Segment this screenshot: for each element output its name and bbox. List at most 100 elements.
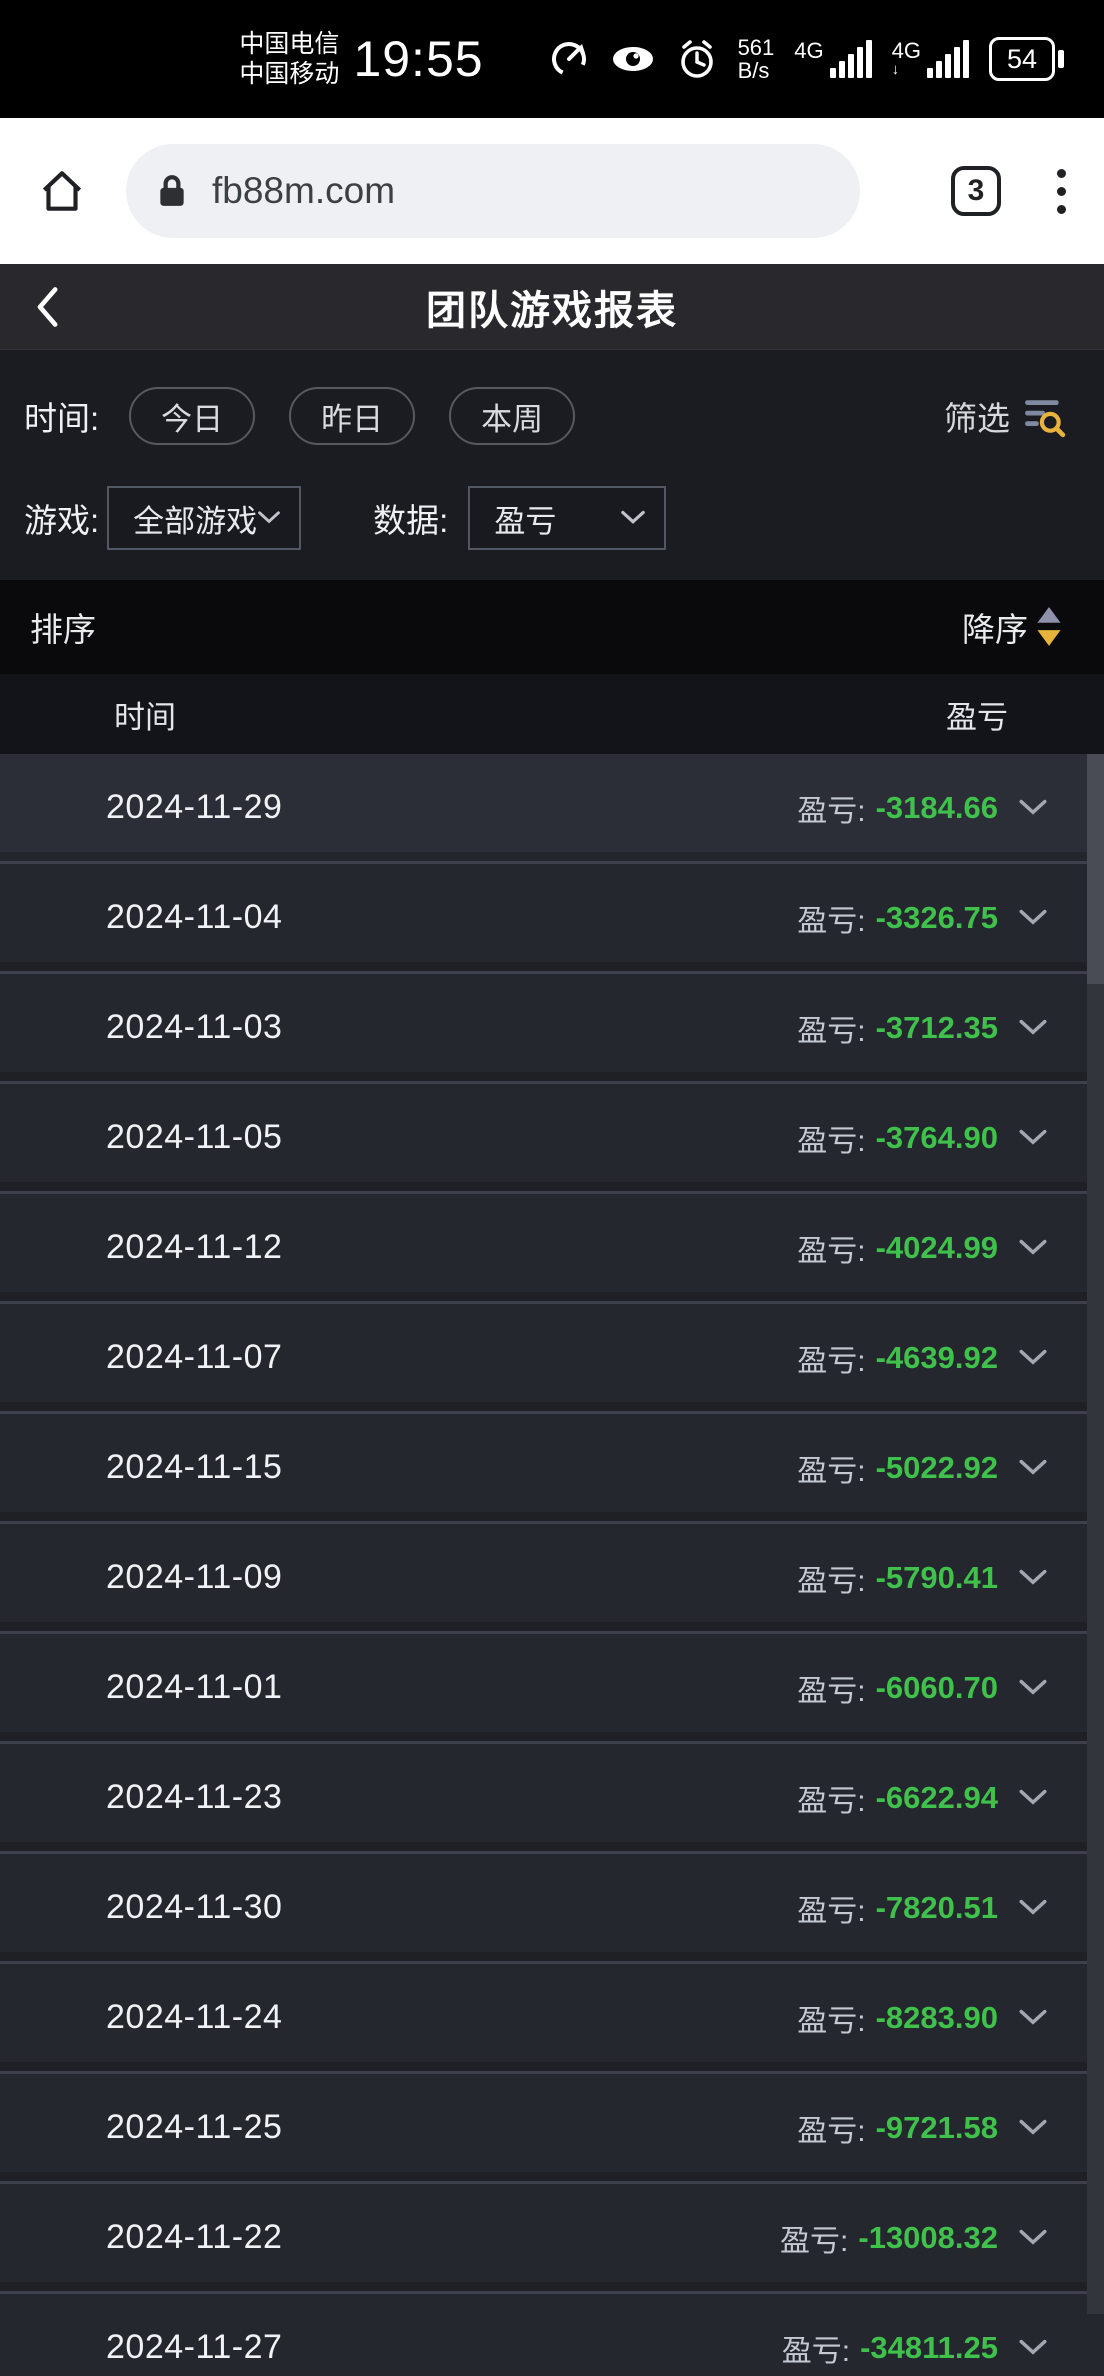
- data-filter-label: 数据:: [373, 502, 449, 539]
- table-row[interactable]: 2024-11-30 盈亏: -7820.51: [0, 1854, 1104, 1964]
- sort-order-label: 降序: [962, 611, 1028, 648]
- filter-button[interactable]: 筛选: [944, 392, 1066, 440]
- status-bar: 中国电信 中国移动 19:55 561 B/s 4G: [0, 0, 1104, 118]
- time-option-today[interactable]: 今日: [129, 387, 256, 445]
- row-value-label: 盈亏:: [797, 1234, 866, 1268]
- time-option-thisweek[interactable]: 本周: [449, 387, 576, 445]
- row-value: -3764.90: [875, 1119, 998, 1155]
- row-value: -13008.32: [858, 2219, 998, 2255]
- table-row[interactable]: 2024-11-12 盈亏: -4024.99: [0, 1194, 1104, 1304]
- chevron-down-icon[interactable]: [1018, 1239, 1048, 1257]
- tab-switcher-button[interactable]: 3: [951, 166, 1001, 216]
- carrier-labels: 中国电信 中国移动: [239, 29, 339, 89]
- chevron-down-icon[interactable]: [1018, 2339, 1048, 2357]
- chevron-down-icon[interactable]: [1018, 799, 1048, 817]
- chevron-down-icon[interactable]: [1018, 1789, 1048, 1807]
- battery-cap-icon: [1058, 50, 1064, 68]
- filter-section: 时间: 今日 昨日 本周 筛选 游戏: 全部游戏 数据: 盈亏: [0, 350, 1104, 580]
- row-value-label: 盈亏:: [797, 794, 866, 828]
- row-value: -3326.75: [875, 899, 998, 935]
- chevron-down-icon[interactable]: [1018, 1459, 1048, 1477]
- table-row[interactable]: 2024-11-15 盈亏: -5022.92: [0, 1414, 1104, 1524]
- row-date: 2024-11-25: [106, 2108, 283, 2146]
- address-bar[interactable]: fb88m.com: [126, 144, 860, 238]
- signal-bars-icon: [829, 40, 872, 78]
- table-row[interactable]: 2024-11-07 盈亏: -4639.92: [0, 1304, 1104, 1414]
- sort-label: 排序: [30, 611, 96, 648]
- chevron-down-icon[interactable]: [1018, 909, 1048, 927]
- table-header: 时间 盈亏: [0, 674, 1104, 754]
- row-date: 2024-11-03: [106, 1008, 283, 1046]
- chevron-down-icon[interactable]: [1018, 1899, 1048, 1917]
- chevron-down-icon[interactable]: [1018, 1679, 1048, 1697]
- chevron-down-icon[interactable]: [1018, 1349, 1048, 1367]
- table-row[interactable]: 2024-11-22 盈亏: -13008.32: [0, 2184, 1104, 2294]
- row-value-label: 盈亏:: [797, 2004, 866, 2038]
- alarm-clock-icon: [680, 40, 713, 78]
- carrier-1: 中国电信: [239, 30, 340, 58]
- row-value: -3712.35: [875, 1009, 998, 1045]
- chevron-down-icon: [621, 510, 646, 524]
- chevron-down-icon[interactable]: [1018, 1569, 1048, 1587]
- updown-arrow-icon: ↓: [891, 61, 900, 78]
- data-dropdown-value: 盈亏: [494, 503, 557, 539]
- table-row[interactable]: 2024-11-09 盈亏: -5790.41: [0, 1524, 1104, 1634]
- sort-order-button[interactable]: 降序: [962, 603, 1062, 651]
- row-value: -4639.92: [875, 1339, 998, 1375]
- table-row[interactable]: 2024-11-03 盈亏: -3712.35: [0, 974, 1104, 1084]
- table-row[interactable]: 2024-11-27 盈亏: -34811.25: [0, 2294, 1104, 2376]
- row-value: -4024.99: [875, 1229, 998, 1265]
- network-speed-unit: B/s: [737, 58, 770, 83]
- table-row[interactable]: 2024-11-01 盈亏: -6060.70: [0, 1634, 1104, 1744]
- sort-arrows-icon: [1037, 607, 1061, 646]
- network-speed: 561 B/s: [738, 36, 775, 82]
- row-value: -3184.66: [875, 789, 998, 825]
- row-date: 2024-11-22: [106, 2218, 283, 2256]
- row-value-label: 盈亏:: [797, 1014, 866, 1048]
- game-dropdown[interactable]: 全部游戏: [107, 486, 302, 550]
- row-date: 2024-11-09: [106, 1558, 283, 1596]
- row-date: 2024-11-15: [106, 1448, 283, 1486]
- chevron-down-icon[interactable]: [1018, 2229, 1048, 2247]
- url-text[interactable]: fb88m.com: [212, 170, 396, 211]
- row-value-label: 盈亏:: [797, 2114, 866, 2148]
- table-row[interactable]: 2024-11-24 盈亏: -8283.90: [0, 1964, 1104, 2074]
- battery-indicator: 54: [989, 37, 1064, 81]
- row-value-label: 盈亏:: [797, 1124, 866, 1158]
- table-row[interactable]: 2024-11-29 盈亏: -3184.66: [0, 754, 1104, 864]
- table-row[interactable]: 2024-11-05 盈亏: -3764.90: [0, 1084, 1104, 1194]
- game-filter-label: 游戏:: [24, 502, 100, 539]
- row-value: -6060.70: [875, 1669, 998, 1705]
- sim2-network-text: 4G: [891, 38, 921, 63]
- time-option-yesterday[interactable]: 昨日: [289, 387, 416, 445]
- row-value: -34811.25: [860, 2329, 998, 2365]
- table-row[interactable]: 2024-11-04 盈亏: -3326.75: [0, 864, 1104, 974]
- page-title: 团队游戏报表: [426, 288, 678, 333]
- chevron-down-icon[interactable]: [1018, 2119, 1048, 2137]
- row-value-label: 盈亏:: [797, 1344, 866, 1378]
- time-filter-label: 时间:: [24, 400, 100, 437]
- row-date: 2024-11-23: [106, 1778, 283, 1816]
- lock-icon: [160, 175, 184, 206]
- signal-sim1: 4G: [794, 40, 872, 78]
- row-date: 2024-11-12: [106, 1228, 283, 1266]
- scrollbar-thumb[interactable]: [1087, 754, 1104, 984]
- table-row[interactable]: 2024-11-25 盈亏: -9721.58: [0, 2074, 1104, 2184]
- home-icon[interactable]: [36, 165, 88, 217]
- sort-bar: 排序 降序: [0, 580, 1104, 674]
- row-value-label: 盈亏:: [780, 2224, 849, 2258]
- battery-icon: 54: [989, 37, 1055, 81]
- data-dropdown[interactable]: 盈亏: [468, 486, 667, 550]
- chevron-down-icon[interactable]: [1018, 2009, 1048, 2027]
- chevron-down-icon[interactable]: [1018, 1019, 1048, 1037]
- table-row[interactable]: 2024-11-23 盈亏: -6622.94: [0, 1744, 1104, 1854]
- data-saver-icon: [551, 42, 586, 76]
- row-date: 2024-11-24: [106, 1998, 283, 2036]
- chevron-down-icon[interactable]: [1018, 1129, 1048, 1147]
- scrollbar[interactable]: [1087, 754, 1104, 2314]
- row-value: -9721.58: [875, 2109, 998, 2145]
- browser-menu-icon[interactable]: [1057, 168, 1066, 214]
- row-value-label: 盈亏:: [797, 1454, 866, 1488]
- back-icon[interactable]: [34, 286, 60, 328]
- network-speed-value: 561: [737, 34, 775, 60]
